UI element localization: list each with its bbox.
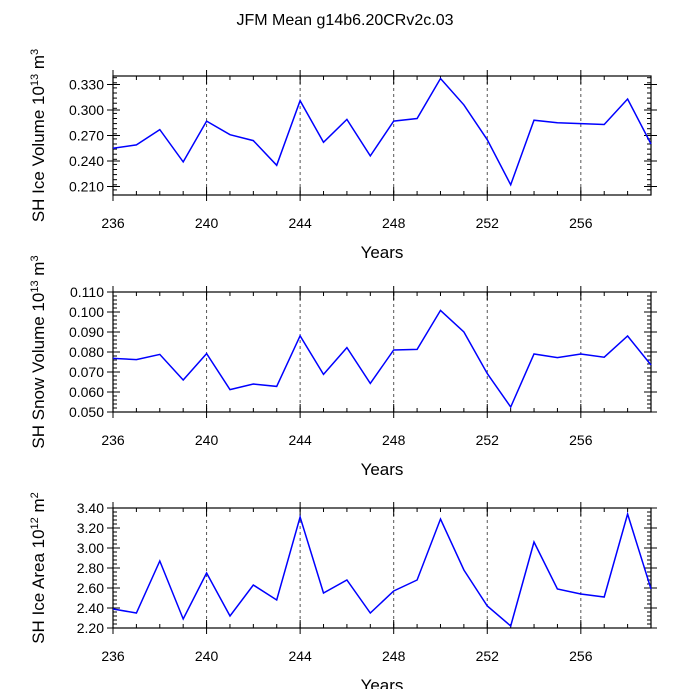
y-tick-label: 3.40 [77,500,104,516]
y-tick-label: 2.60 [77,580,104,596]
y-tick-label: 2.80 [77,560,104,576]
x-tick-label: 244 [288,215,312,231]
x-axis-title: Years [361,676,404,689]
y-tick-label: 3.00 [77,540,104,556]
x-tick-label: 244 [288,432,312,448]
x-tick-label: 252 [476,432,500,448]
y-tick-label: 2.20 [77,620,104,636]
x-tick-label: 256 [569,215,593,231]
y-tick-label: 0.060 [69,384,104,400]
figure-title: JFM Mean g14b6.20CRv2c.03 [237,12,454,29]
x-tick-label: 240 [195,648,219,664]
y-tick-label: 0.270 [69,128,104,144]
y-axis-title: SH Ice Volume 1013 m3 [29,49,48,222]
y-tick-label: 0.300 [69,102,104,118]
x-axis-title: Years [361,460,404,479]
y-tick-label: 0.100 [69,304,104,320]
plot-frame [112,291,652,413]
x-tick-label: 248 [382,215,406,231]
x-tick-label: 236 [101,432,125,448]
x-tick-label: 236 [101,648,125,664]
y-tick-label: 0.090 [69,324,104,340]
x-tick-label: 236 [101,215,125,231]
data-series-line [112,511,652,628]
x-tick-label: 248 [382,648,406,664]
x-tick-label: 252 [476,215,500,231]
x-tick-label: 248 [382,432,406,448]
y-axis-title: SH Snow Volume 1013 m3 [29,255,48,448]
y-tick-label: 0.240 [69,153,104,169]
plot-frame [112,507,652,629]
y-tick-label: 0.070 [69,364,104,380]
y-tick-label: 0.050 [69,404,104,420]
y-tick-label: 0.210 [69,179,104,195]
x-tick-label: 244 [288,648,312,664]
x-axis-title: Years [361,243,404,262]
data-series-line [112,77,652,187]
y-tick-label: 2.40 [77,600,104,616]
x-tick-label: 256 [569,432,593,448]
y-tick-label: 0.330 [69,77,104,93]
chart-panel-3: 2.20 2.40 2.60 2.80 3.00 3.20 3.40 236 240 244 248… [29,492,657,689]
data-series-line [112,309,652,409]
chart-panel-2: 0.050 0.060 0.070 0.080 0.090 0.100 0.110 236 24… [29,255,657,479]
x-tick-label: 240 [195,215,219,231]
x-tick-label: 256 [569,648,593,664]
y-tick-label: 0.080 [69,344,104,360]
panels: 0.210 0.240 0.270 0.300 0.330 236 240 244 248 252… [29,49,657,689]
chart-panel-1: 0.210 0.240 0.270 0.300 0.330 236 240 244 248 252… [29,49,657,262]
y-axis-title: SH Ice Area 1012 m2 [29,492,48,644]
x-tick-label: 252 [476,648,500,664]
y-tick-label: 3.20 [77,520,104,536]
y-tick-label: 0.110 [70,284,104,300]
x-tick-label: 240 [195,432,219,448]
plot-frame [112,75,652,196]
